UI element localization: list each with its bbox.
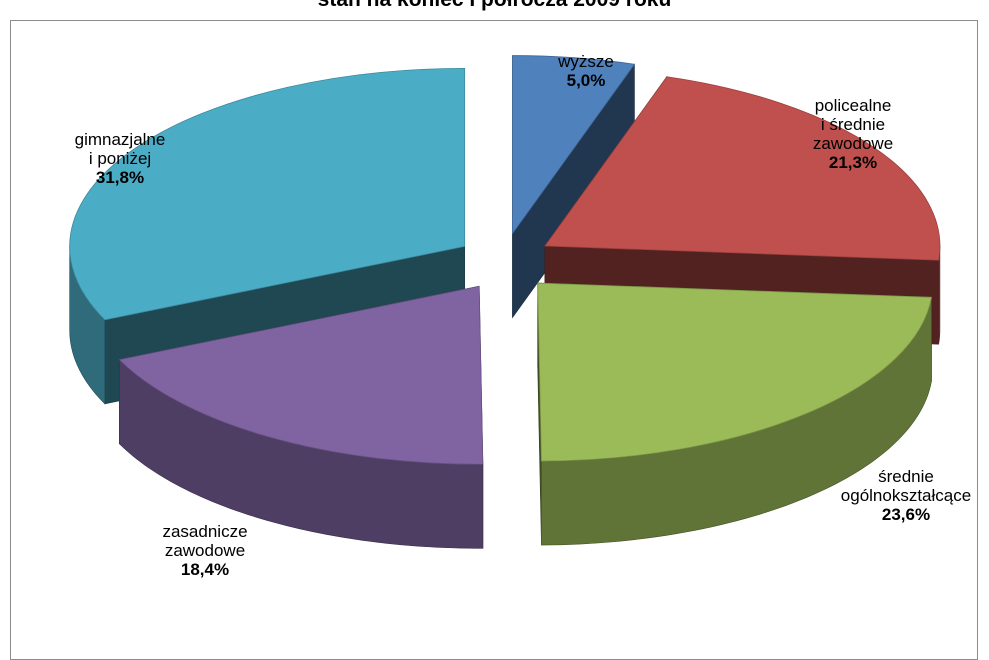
slice-value-label: 31,8%	[95, 168, 145, 187]
slice-label-policealne: policealne i średnie zawodowe 21,3%	[778, 96, 928, 172]
slice-label-line: i poniżej	[88, 149, 152, 168]
pie-chart	[69, 55, 941, 549]
slice-label-wyzsze: wyższe 5,0%	[516, 52, 656, 90]
slice-label-line: i średnie	[820, 115, 886, 134]
slice-label-line: policealne	[814, 96, 892, 115]
slice-label-line: zasadnicze	[162, 522, 248, 541]
slice-label-gimnazjalne: gimnazjalne i poniżej 31,8%	[50, 130, 190, 187]
slice-value-label: 23,6%	[881, 505, 931, 524]
slice-label-line: zawodowe	[812, 134, 894, 153]
slice-label-line: wyższe	[558, 52, 614, 71]
slice-label-line: średnie	[878, 467, 934, 486]
slice-3-top-face	[118, 285, 484, 465]
slice-label-zasadnicze: zasadnicze zawodowe 18,4%	[140, 522, 270, 579]
slice-label-line: gimnazjalne	[74, 130, 166, 149]
slice-value-label: 18,4%	[180, 560, 230, 579]
slice-value-label: 21,3%	[828, 153, 878, 172]
slice-0-top-face	[512, 55, 636, 235]
chart-title: stan na koniec I półrocza 2009 roku	[0, 0, 989, 12]
slice-label-line: zawodowe	[164, 541, 246, 560]
slice-2-top-face	[537, 282, 932, 462]
slice-1-top-face	[544, 76, 941, 261]
slice-4-top-face	[69, 67, 466, 321]
slice-value-label: 5,0%	[566, 71, 606, 90]
slice-label-srednie: średnie ogólnokształcące 23,6%	[830, 467, 982, 524]
slice-label-line: ogólnokształcące	[840, 486, 972, 505]
